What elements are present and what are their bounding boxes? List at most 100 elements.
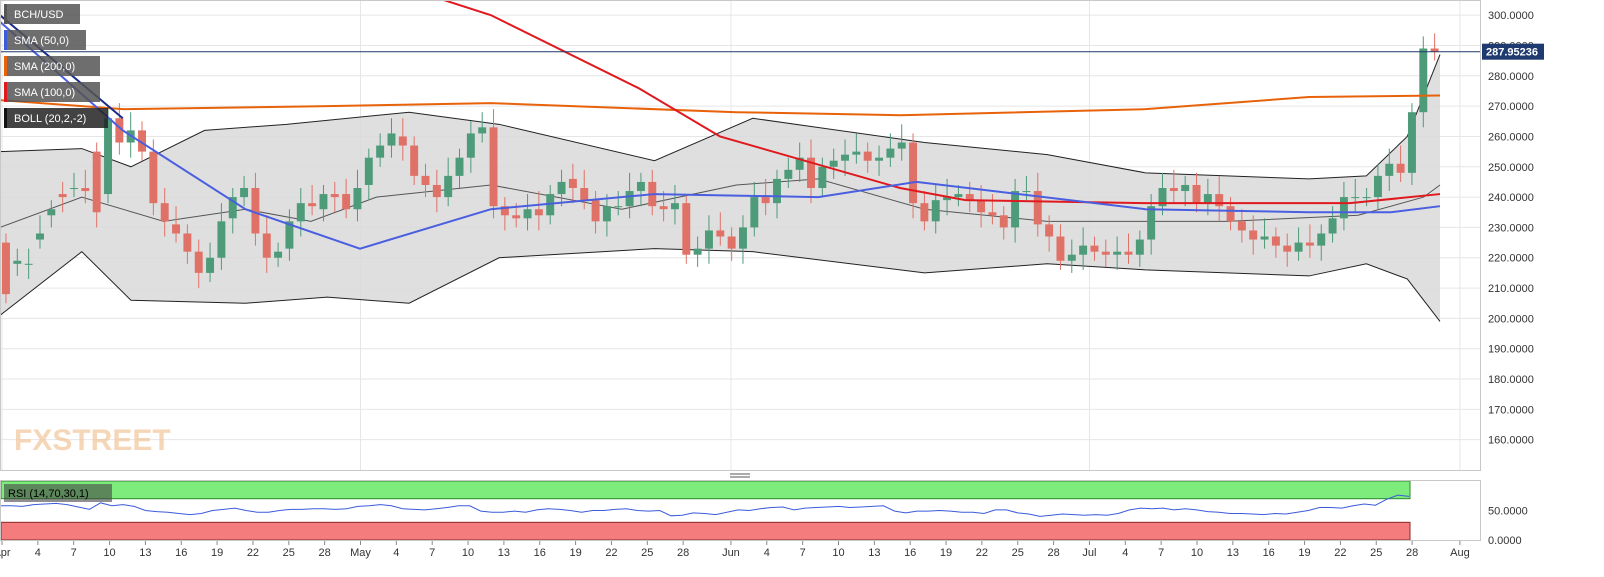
candle-body <box>81 188 90 192</box>
candle-body <box>1147 206 1156 240</box>
candle-body <box>58 194 67 198</box>
candle-body <box>852 151 861 155</box>
time-tick-label: 7 <box>800 547 806 559</box>
rsi-legend-box <box>4 484 112 502</box>
candle-body <box>693 248 702 255</box>
candle-body <box>1339 197 1348 219</box>
candle-body <box>353 188 362 210</box>
price-tick-label: 280.0000 <box>1488 71 1534 83</box>
candle-body <box>13 260 22 264</box>
candle-body <box>1362 197 1371 199</box>
candle-body <box>138 130 146 152</box>
time-tick-label: 10 <box>103 547 115 559</box>
candle-body <box>727 236 736 249</box>
candle-body <box>217 221 226 258</box>
candle-body <box>999 215 1008 228</box>
candle-body <box>240 188 249 198</box>
candle-body <box>931 200 940 222</box>
time-tick-label: 22 <box>247 547 259 559</box>
candle-body <box>795 157 804 170</box>
time-tick-label: 19 <box>940 547 952 559</box>
legend-swatch <box>4 82 7 102</box>
time-tick-label: 22 <box>976 547 988 559</box>
candle-body <box>104 118 112 195</box>
time-tick-label: 7 <box>429 547 435 559</box>
candle-body <box>251 188 260 234</box>
legend-label: BOLL (20,2,-2) <box>14 113 86 125</box>
candle-body <box>1056 236 1065 261</box>
candle-body <box>24 263 33 265</box>
candle-body <box>115 118 124 143</box>
candle-body <box>829 160 838 167</box>
time-tick-label: 16 <box>534 547 546 559</box>
time-tick-label: 10 <box>462 547 474 559</box>
candle-body <box>1226 206 1235 222</box>
price-tick-label: 160.0000 <box>1488 435 1534 447</box>
time-tick-label: 19 <box>569 547 581 559</box>
candle-body <box>750 197 759 228</box>
last-price-label: 287.95236 <box>1486 47 1538 59</box>
candle-body <box>1271 236 1280 246</box>
time-tick-label: 19 <box>1298 547 1310 559</box>
candle-body <box>466 133 475 158</box>
candle-body <box>1249 230 1258 240</box>
candle-body <box>194 251 203 273</box>
candle-body <box>1045 224 1054 237</box>
candle-body <box>761 197 770 204</box>
candle-body <box>183 233 192 252</box>
candle-body <box>342 194 351 210</box>
candle-body <box>512 215 521 219</box>
sma50-line <box>0 20 1441 250</box>
time-tick-label: 10 <box>832 547 844 559</box>
time-tick-label: 25 <box>1012 547 1024 559</box>
rsi-legend-label: RSI (14,70,30,1) <box>8 488 89 500</box>
candle-body <box>387 133 396 146</box>
rsi-overbought-zone <box>0 480 1411 500</box>
legend-box <box>4 30 86 50</box>
candle-body <box>1067 254 1076 261</box>
time-tick-label: 28 <box>1406 547 1418 559</box>
time-tick-label: 22 <box>1334 547 1346 559</box>
candle-body <box>1385 163 1394 176</box>
legend-label: SMA (100,0) <box>14 87 75 99</box>
pane-resize-handle[interactable] <box>730 473 750 478</box>
candle-body <box>1158 188 1167 207</box>
candle-body <box>444 175 453 198</box>
candle-body <box>160 203 169 222</box>
candle-body <box>818 166 827 188</box>
candle-body <box>455 157 464 176</box>
rsi-tick-label: 50.0000 <box>1488 506 1528 518</box>
candle-body <box>296 203 305 222</box>
candle-body <box>909 142 918 204</box>
time-tick-label: 13 <box>139 547 151 559</box>
sma100-line <box>440 0 1441 205</box>
candle-body <box>398 136 407 146</box>
candle-body <box>739 227 747 249</box>
legend-swatch <box>4 4 7 24</box>
candle-body <box>1203 194 1212 204</box>
rsi-oversold-zone <box>0 521 1411 541</box>
candle-body <box>1430 48 1439 52</box>
last-price-tag <box>1482 43 1544 60</box>
candle-body <box>149 151 158 204</box>
legend-label: SMA (50,0) <box>14 35 69 47</box>
candle-body <box>1419 48 1428 113</box>
candle-body <box>1135 239 1144 255</box>
time-tick-label: 19 <box>211 547 223 559</box>
candle-body <box>500 206 509 216</box>
candle-body <box>172 224 181 234</box>
price-tick-label: 190.0000 <box>1488 344 1534 356</box>
time-tick-label: May <box>350 547 371 559</box>
legend-box <box>4 56 100 76</box>
legend-swatch <box>4 108 7 128</box>
candle-body <box>523 209 532 219</box>
time-tick-label: 13 <box>868 547 880 559</box>
legend-box <box>4 4 80 24</box>
time-tick-label: 13 <box>498 547 510 559</box>
candle-body <box>875 157 884 161</box>
candle-body <box>1407 112 1416 173</box>
price-pane-border <box>0 0 1481 471</box>
time-tick-label: 4 <box>764 547 770 559</box>
sma200-line <box>0 94 1441 117</box>
candle-body <box>330 194 339 198</box>
